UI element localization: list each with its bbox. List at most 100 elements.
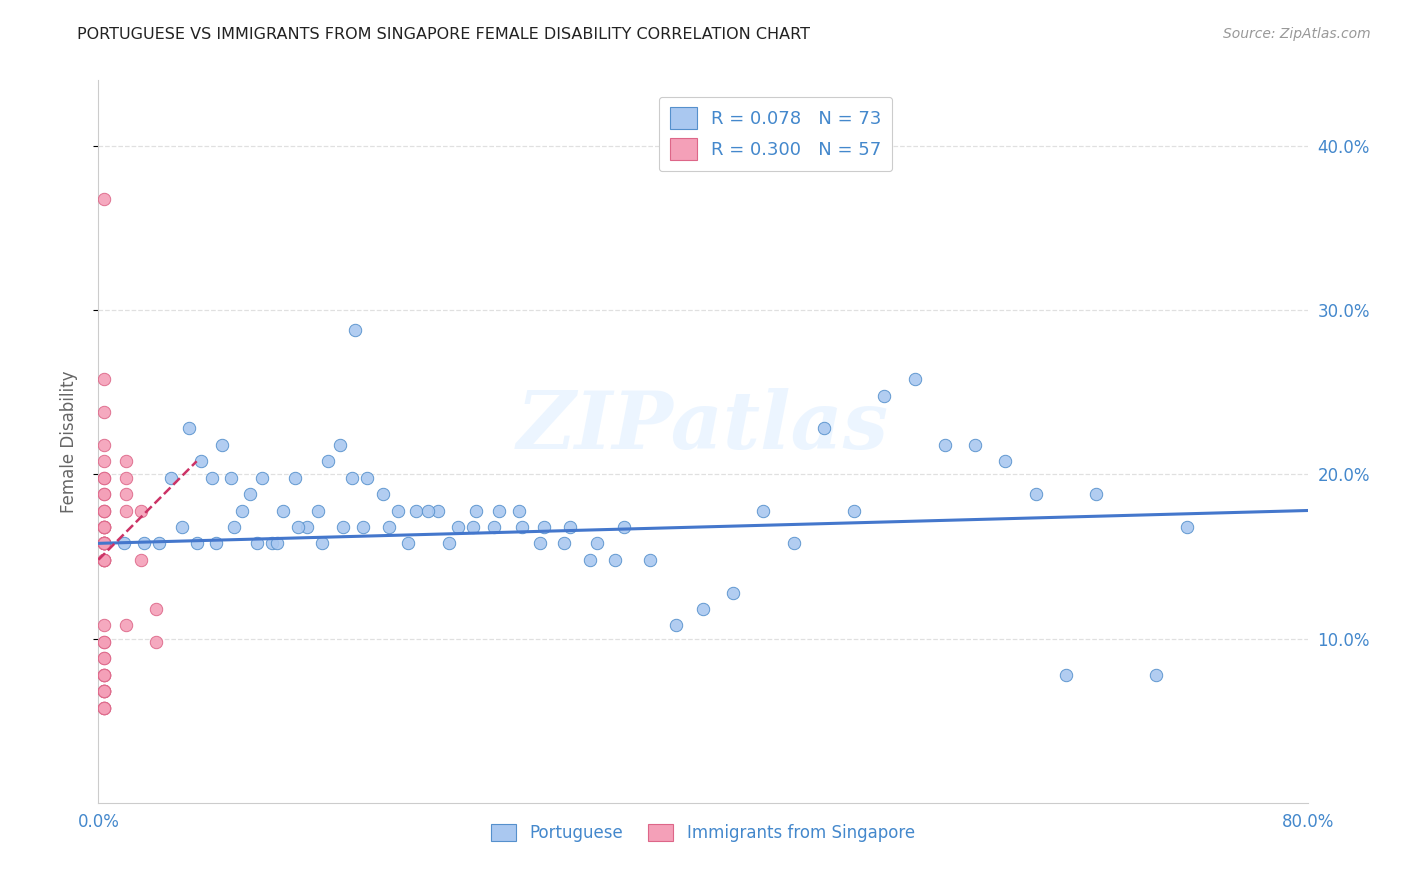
Point [224, 520, 246, 534]
Point [396, 536, 419, 550]
Point [1024, 487, 1046, 501]
Point [465, 503, 488, 517]
Point [93, 553, 115, 567]
Point [93, 487, 115, 501]
Point [186, 536, 208, 550]
Point [93, 470, 115, 484]
Point [201, 470, 224, 484]
Point [488, 503, 510, 517]
Point [93, 536, 115, 550]
Point [613, 520, 636, 534]
Point [93, 651, 115, 665]
Point [93, 438, 115, 452]
Point [179, 421, 201, 435]
Point [93, 372, 115, 386]
Point [813, 421, 835, 435]
Point [484, 520, 506, 534]
Text: PORTUGUESE VS IMMIGRANTS FROM SINGAPORE FEMALE DISABILITY CORRELATION CHART: PORTUGUESE VS IMMIGRANTS FROM SINGAPORE … [77, 27, 810, 42]
Point [93, 700, 115, 714]
Point [205, 536, 228, 550]
Point [93, 635, 115, 649]
Point [1175, 520, 1198, 534]
Text: Source: ZipAtlas.com: Source: ZipAtlas.com [1223, 27, 1371, 41]
Point [239, 487, 262, 501]
Point [93, 503, 115, 517]
Point [145, 635, 167, 649]
Point [510, 520, 533, 534]
Point [129, 503, 152, 517]
Point [93, 553, 115, 567]
Point [190, 454, 212, 468]
Point [93, 667, 115, 681]
Point [553, 536, 575, 550]
Point [93, 667, 115, 681]
Point [114, 618, 136, 632]
Point [93, 536, 115, 550]
Point [994, 454, 1017, 468]
Point [529, 536, 551, 550]
Y-axis label: Female Disability: Female Disability [59, 370, 77, 513]
Point [508, 503, 530, 517]
Point [93, 684, 115, 698]
Point [93, 470, 115, 484]
Point [284, 470, 307, 484]
Point [447, 520, 470, 534]
Point [93, 192, 115, 206]
Point [93, 684, 115, 698]
Point [1144, 667, 1167, 681]
Point [965, 438, 987, 452]
Point [148, 536, 170, 550]
Point [329, 438, 352, 452]
Point [221, 470, 243, 484]
Point [558, 520, 581, 534]
Point [1054, 667, 1077, 681]
Point [93, 520, 115, 534]
Point [307, 503, 329, 517]
Point [332, 520, 354, 534]
Point [665, 618, 688, 632]
Point [416, 503, 439, 517]
Point [93, 684, 115, 698]
Point [287, 520, 309, 534]
Point [405, 503, 427, 517]
Point [93, 520, 115, 534]
Point [129, 553, 152, 567]
Point [170, 520, 193, 534]
Point [93, 684, 115, 698]
Point [93, 536, 115, 550]
Point [93, 520, 115, 534]
Point [93, 520, 115, 534]
Point [578, 553, 600, 567]
Point [93, 667, 115, 681]
Point [271, 503, 294, 517]
Point [93, 536, 115, 550]
Point [93, 536, 115, 550]
Point [93, 635, 115, 649]
Point [752, 503, 775, 517]
Point [160, 470, 183, 484]
Point [93, 651, 115, 665]
Point [723, 585, 745, 599]
Point [114, 454, 136, 468]
Point [934, 438, 956, 452]
Point [114, 503, 136, 517]
Point [352, 520, 374, 534]
Point [904, 372, 927, 386]
Point [605, 553, 627, 567]
Point [114, 470, 136, 484]
Point [586, 536, 609, 550]
Point [93, 503, 115, 517]
Point [93, 536, 115, 550]
Point [638, 553, 661, 567]
Point [463, 520, 485, 534]
Point [93, 684, 115, 698]
Point [93, 553, 115, 567]
Point [93, 700, 115, 714]
Point [1085, 487, 1108, 501]
Point [114, 487, 136, 501]
Point [356, 470, 378, 484]
Point [93, 700, 115, 714]
Point [250, 470, 273, 484]
Point [93, 553, 115, 567]
Point [371, 487, 394, 501]
